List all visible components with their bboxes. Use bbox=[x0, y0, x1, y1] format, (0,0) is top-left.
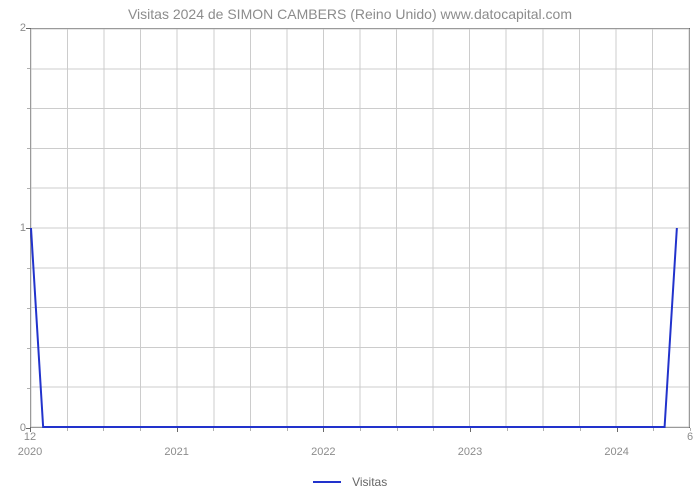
series-visitas bbox=[31, 228, 677, 427]
legend-label-visitas: Visitas bbox=[352, 475, 387, 489]
legend-swatch-visitas bbox=[313, 481, 341, 483]
chart-title: Visitas 2024 de SIMON CAMBERS (Reino Uni… bbox=[0, 6, 700, 22]
x2-tick-label: 12 bbox=[0, 431, 60, 443]
x-tick-label: 2021 bbox=[147, 446, 207, 458]
chart-svg bbox=[31, 29, 689, 427]
visits-line-chart: Visitas 2024 de SIMON CAMBERS (Reino Uni… bbox=[0, 0, 700, 500]
x-tick-label: 2020 bbox=[0, 446, 60, 458]
x-tick-label: 2024 bbox=[587, 446, 647, 458]
x-tick-label: 2022 bbox=[293, 446, 353, 458]
legend: Visitas bbox=[0, 474, 700, 489]
x-tick-label: 2023 bbox=[440, 446, 500, 458]
series-group bbox=[31, 228, 677, 427]
plot-area bbox=[30, 28, 690, 428]
x2-tick-label: 6 bbox=[660, 431, 700, 443]
